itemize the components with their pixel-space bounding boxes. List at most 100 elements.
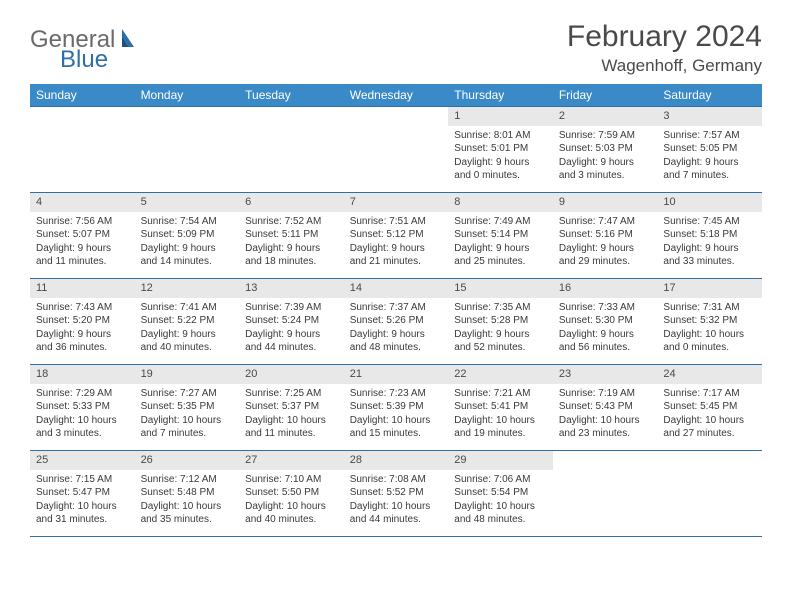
day-number: [344, 107, 449, 126]
sunrise-line: Sunrise: 7:59 AM: [559, 129, 652, 143]
sunrise-line: Sunrise: 7:54 AM: [141, 215, 234, 229]
day-content: Sunrise: 7:19 AMSunset: 5:43 PMDaylight:…: [553, 384, 658, 447]
sunrise-line: Sunrise: 7:43 AM: [36, 301, 129, 315]
day-number: 8: [448, 193, 553, 212]
sunset-line: Sunset: 5:30 PM: [559, 314, 652, 328]
sunrise-line: Sunrise: 7:41 AM: [141, 301, 234, 315]
weekday-header-row: SundayMondayTuesdayWednesdayThursdayFrid…: [30, 84, 762, 107]
day-cell-empty: [657, 451, 762, 536]
brand-logo: General Blue: [30, 26, 140, 54]
day-content: Sunrise: 7:12 AMSunset: 5:48 PMDaylight:…: [135, 470, 240, 533]
day-number: 28: [344, 451, 449, 470]
day-content: Sunrise: 7:06 AMSunset: 5:54 PMDaylight:…: [448, 470, 553, 533]
day-cell: 25 Sunrise: 7:15 AMSunset: 5:47 PMDayligh…: [30, 451, 135, 536]
day-cell: 15Sunrise: 7:35 AMSunset: 5:28 PMDayligh…: [448, 279, 553, 364]
daylight-line: Daylight: 9 hours and 52 minutes.: [454, 328, 547, 355]
day-content: Sunrise: 7:57 AMSunset: 5:05 PMDaylight:…: [657, 126, 762, 189]
sunset-line: Sunset: 5:09 PM: [141, 228, 234, 242]
week-row: 4Sunrise: 7:56 AMSunset: 5:07 PMDaylight…: [30, 193, 762, 279]
day-number: 19: [135, 365, 240, 384]
week-row: 1Sunrise: 8:01 AMSunset: 5:01 PMDaylight…: [30, 107, 762, 193]
sunset-line: Sunset: 5:26 PM: [350, 314, 443, 328]
sunrise-line: Sunrise: 7:35 AM: [454, 301, 547, 315]
daylight-line: Daylight: 9 hours and 56 minutes.: [559, 328, 652, 355]
day-cell-empty: [30, 107, 135, 192]
day-cell: 9 Sunrise: 7:47 AMSunset: 5:16 PMDaylight…: [553, 193, 658, 278]
sunset-line: Sunset: 5:20 PM: [36, 314, 129, 328]
daylight-line: Daylight: 9 hours and 44 minutes.: [245, 328, 338, 355]
sunset-line: Sunset: 5:01 PM: [454, 142, 547, 156]
day-number: 29: [448, 451, 553, 470]
day-cell: 3Sunrise: 7:57 AMSunset: 5:05 PMDaylight…: [657, 107, 762, 192]
daylight-line: Daylight: 9 hours and 29 minutes.: [559, 242, 652, 269]
day-number: 25: [30, 451, 135, 470]
day-number: 11: [30, 279, 135, 298]
day-content: Sunrise: 7:43 AMSunset: 5:20 PMDaylight:…: [30, 298, 135, 361]
sunrise-line: Sunrise: 7:39 AM: [245, 301, 338, 315]
daylight-line: Daylight: 10 hours and 31 minutes.: [36, 500, 129, 527]
daylight-line: Daylight: 9 hours and 7 minutes.: [663, 156, 756, 183]
day-cell: 5 Sunrise: 7:54 AMSunset: 5:09 PMDaylight…: [135, 193, 240, 278]
sunrise-line: Sunrise: 7:33 AM: [559, 301, 652, 315]
sunset-line: Sunset: 5:37 PM: [245, 400, 338, 414]
sunrise-line: Sunrise: 7:52 AM: [245, 215, 338, 229]
sunset-line: Sunset: 5:41 PM: [454, 400, 547, 414]
brand-text-blue: Blue: [60, 46, 108, 73]
day-cell: 16Sunrise: 7:33 AMSunset: 5:30 PMDayligh…: [553, 279, 658, 364]
day-number: 4: [30, 193, 135, 212]
day-content: Sunrise: 7:10 AMSunset: 5:50 PMDaylight:…: [239, 470, 344, 533]
day-cell: 27Sunrise: 7:10 AMSunset: 5:50 PMDayligh…: [239, 451, 344, 536]
daylight-line: Daylight: 9 hours and 3 minutes.: [559, 156, 652, 183]
daylight-line: Daylight: 9 hours and 14 minutes.: [141, 242, 234, 269]
sunset-line: Sunset: 5:14 PM: [454, 228, 547, 242]
sunset-line: Sunset: 5:18 PM: [663, 228, 756, 242]
daylight-line: Daylight: 9 hours and 33 minutes.: [663, 242, 756, 269]
day-content: Sunrise: 7:08 AMSunset: 5:52 PMDaylight:…: [344, 470, 449, 533]
day-content: Sunrise: 7:31 AMSunset: 5:32 PMDaylight:…: [657, 298, 762, 361]
daylight-line: Daylight: 9 hours and 21 minutes.: [350, 242, 443, 269]
day-number: 2: [553, 107, 658, 126]
day-number: 18: [30, 365, 135, 384]
day-cell: 13Sunrise: 7:39 AMSunset: 5:24 PMDayligh…: [239, 279, 344, 364]
sunset-line: Sunset: 5:16 PM: [559, 228, 652, 242]
sunrise-line: Sunrise: 7:29 AM: [36, 387, 129, 401]
sunset-line: Sunset: 5:48 PM: [141, 486, 234, 500]
sunset-line: Sunset: 5:47 PM: [36, 486, 129, 500]
sunrise-line: Sunrise: 7:31 AM: [663, 301, 756, 315]
day-number: 3: [657, 107, 762, 126]
day-number: 5: [135, 193, 240, 212]
day-content: Sunrise: 7:37 AMSunset: 5:26 PMDaylight:…: [344, 298, 449, 361]
day-content: Sunrise: 7:49 AMSunset: 5:14 PMDaylight:…: [448, 212, 553, 275]
day-cell: 2Sunrise: 7:59 AMSunset: 5:03 PMDaylight…: [553, 107, 658, 192]
day-number: [553, 451, 658, 470]
daylight-line: Daylight: 10 hours and 7 minutes.: [141, 414, 234, 441]
daylight-line: Daylight: 9 hours and 40 minutes.: [141, 328, 234, 355]
day-cell: 8Sunrise: 7:49 AMSunset: 5:14 PMDaylight…: [448, 193, 553, 278]
day-number: 20: [239, 365, 344, 384]
day-cell: 14Sunrise: 7:37 AMSunset: 5:26 PMDayligh…: [344, 279, 449, 364]
day-content: Sunrise: 7:23 AMSunset: 5:39 PMDaylight:…: [344, 384, 449, 447]
sunset-line: Sunset: 5:32 PM: [663, 314, 756, 328]
sunset-line: Sunset: 5:11 PM: [245, 228, 338, 242]
day-number: 1: [448, 107, 553, 126]
sunrise-line: Sunrise: 7:27 AM: [141, 387, 234, 401]
sunset-line: Sunset: 5:12 PM: [350, 228, 443, 242]
day-content: Sunrise: 7:51 AMSunset: 5:12 PMDaylight:…: [344, 212, 449, 275]
sunrise-line: Sunrise: 7:15 AM: [36, 473, 129, 487]
sunrise-line: Sunrise: 7:47 AM: [559, 215, 652, 229]
daylight-line: Daylight: 10 hours and 0 minutes.: [663, 328, 756, 355]
calendar-grid: SundayMondayTuesdayWednesdayThursdayFrid…: [30, 84, 762, 537]
day-cell-empty: [553, 451, 658, 536]
day-cell: 29Sunrise: 7:06 AMSunset: 5:54 PMDayligh…: [448, 451, 553, 536]
daylight-line: Daylight: 10 hours and 40 minutes.: [245, 500, 338, 527]
sunset-line: Sunset: 5:33 PM: [36, 400, 129, 414]
sunrise-line: Sunrise: 7:56 AM: [36, 215, 129, 229]
day-content: Sunrise: 8:01 AMSunset: 5:01 PMDaylight:…: [448, 126, 553, 189]
week-row: 11Sunrise: 7:43 AMSunset: 5:20 PMDayligh…: [30, 279, 762, 365]
sunrise-line: Sunrise: 7:08 AM: [350, 473, 443, 487]
weekday-header: Saturday: [657, 84, 762, 106]
weekday-header: Monday: [135, 84, 240, 106]
sunrise-line: Sunrise: 7:12 AM: [141, 473, 234, 487]
day-number: 9: [553, 193, 658, 212]
day-number: 26: [135, 451, 240, 470]
